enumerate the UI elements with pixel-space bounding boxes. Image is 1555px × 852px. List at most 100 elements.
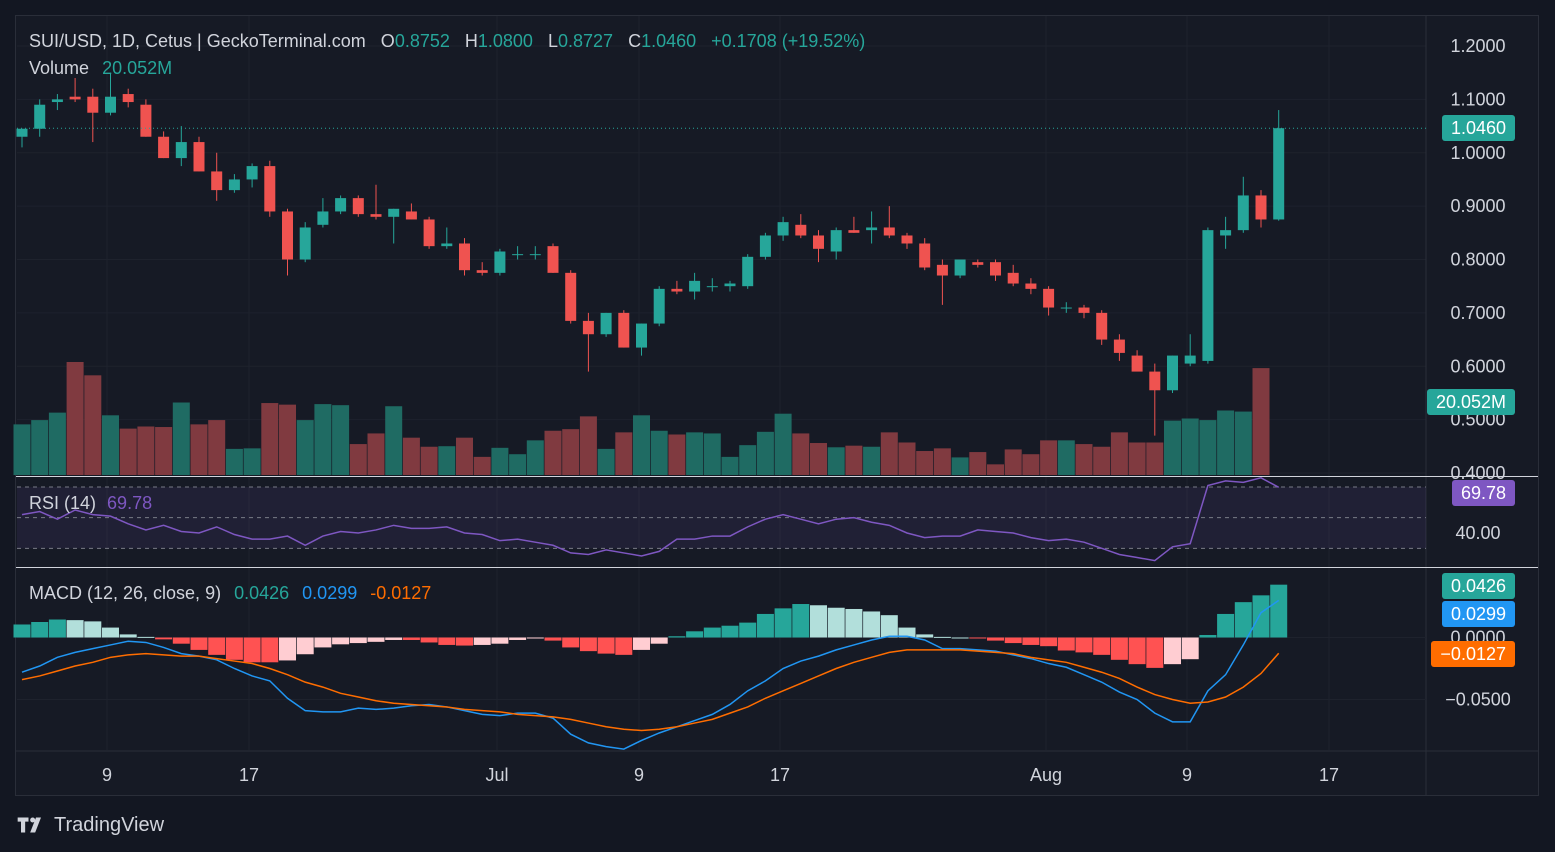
candle-body	[158, 136, 170, 159]
candle-body	[830, 230, 842, 252]
high-value: 1.0800	[477, 31, 533, 51]
macd-histogram-bar	[491, 637, 509, 644]
volume-bar	[279, 404, 296, 475]
price-tag: 1.0460	[1441, 115, 1515, 141]
volume-bar	[756, 431, 774, 475]
volume-bar	[31, 420, 49, 475]
candle-body	[405, 211, 417, 220]
macd-histogram-bar	[438, 637, 456, 645]
macd-hist-tag: 0.0426	[1441, 573, 1515, 599]
volume-bar	[1217, 410, 1235, 475]
candle-body	[1273, 128, 1285, 220]
candle-body	[512, 254, 524, 256]
volume-bar	[243, 448, 261, 475]
volume-bar	[916, 451, 934, 475]
time-axis-tick: 17	[770, 765, 790, 785]
volume-bar	[880, 432, 898, 475]
macd-histogram-bar	[668, 636, 686, 638]
candle-body	[105, 96, 116, 113]
macd-histogram-bar	[562, 637, 580, 648]
macd-histogram-bar	[650, 637, 668, 644]
volume-bar	[102, 415, 119, 475]
macd-histogram-bar	[190, 637, 208, 650]
macd-histogram-bar	[1164, 637, 1181, 665]
price-axis-tick: 1.1000	[1450, 89, 1505, 109]
rsi-legend: RSI (14) 69.78	[29, 493, 152, 514]
macd-histogram-bar	[827, 607, 845, 638]
candle-body	[175, 142, 187, 159]
candle-body	[671, 288, 683, 292]
macd-histogram-bar	[880, 615, 898, 638]
price-axis-tick: 0.6000	[1450, 356, 1505, 376]
candle-body	[494, 251, 506, 273]
macd-histogram-bar	[1234, 602, 1252, 638]
rsi-line	[21, 477, 1280, 562]
macd-histogram-bar	[1199, 635, 1217, 638]
macd-histogram-bar	[119, 634, 137, 638]
volume-bar	[172, 402, 190, 475]
candle-body	[1043, 288, 1055, 308]
volume-bar	[1128, 442, 1146, 475]
macd-histogram-bar	[916, 634, 934, 638]
volume-bar	[562, 429, 580, 475]
volume-bar	[597, 448, 615, 475]
candle-body	[1078, 307, 1090, 313]
macd-hist-value: 0.0426	[234, 583, 290, 603]
candle-body	[1255, 195, 1267, 220]
open-label: O	[380, 31, 395, 51]
candle-body	[352, 198, 364, 215]
macd-histogram-bar	[987, 637, 1004, 641]
macd-histogram-bar	[1110, 637, 1128, 660]
volume-bar	[155, 427, 173, 475]
candle-body	[813, 235, 824, 249]
volume-bar	[739, 445, 757, 475]
candle-body	[1220, 230, 1232, 236]
macd-histogram-bar	[456, 637, 473, 646]
volume-bar	[420, 446, 438, 475]
volume-bar	[544, 430, 562, 475]
candle-body	[282, 211, 293, 260]
volume-bar	[774, 413, 792, 475]
candle-body	[1167, 355, 1178, 391]
macd-histogram-bar	[544, 637, 562, 641]
volume-bar	[650, 430, 668, 475]
macd-histogram-bar	[172, 637, 190, 644]
candle-body	[335, 198, 347, 212]
macd-histogram-bar	[48, 619, 66, 638]
macd-histogram-bar	[633, 637, 650, 650]
volume-bar	[225, 448, 243, 475]
candle-body	[565, 272, 577, 321]
macd-histogram-bar	[1057, 637, 1075, 651]
macd-histogram-bar	[243, 637, 261, 663]
candle-body	[246, 166, 258, 180]
candle-body	[1184, 355, 1196, 364]
macd-histogram-bar	[349, 637, 367, 644]
macd-histogram-bar	[385, 637, 403, 640]
volume-bar	[933, 448, 951, 475]
candle-body	[582, 320, 594, 335]
candle-body	[883, 227, 895, 236]
macd-histogram-bar	[1004, 637, 1022, 644]
macd-legend: MACD (12, 26, close, 9) 0.0426 0.0299 -0…	[29, 583, 431, 604]
macd-histogram-bar	[296, 637, 314, 655]
macd-histogram-bar	[845, 608, 863, 638]
volume-bar	[1234, 411, 1252, 475]
price-axis-tick: 1.2000	[1450, 36, 1505, 56]
candle-body	[87, 96, 99, 113]
time-axis-tick: 9	[1182, 765, 1192, 785]
tradingview-brand[interactable]: TradingView	[16, 812, 164, 838]
candle-body	[228, 179, 240, 191]
price-axis-tick: 0.8000	[1450, 250, 1505, 270]
macd-histogram-bar	[31, 622, 49, 638]
open-value: 0.8752	[394, 31, 450, 51]
macd-histogram-bar	[686, 631, 704, 638]
macd-histogram-bar	[579, 637, 597, 652]
volume-bar	[1199, 420, 1217, 475]
volume-bar	[1252, 368, 1270, 475]
time-axis-tick: Aug	[1030, 765, 1062, 785]
volume-bar	[1004, 449, 1022, 475]
candle-body	[69, 96, 81, 100]
volume-bar	[686, 432, 704, 475]
time-axis-tick: Jul	[485, 765, 508, 785]
